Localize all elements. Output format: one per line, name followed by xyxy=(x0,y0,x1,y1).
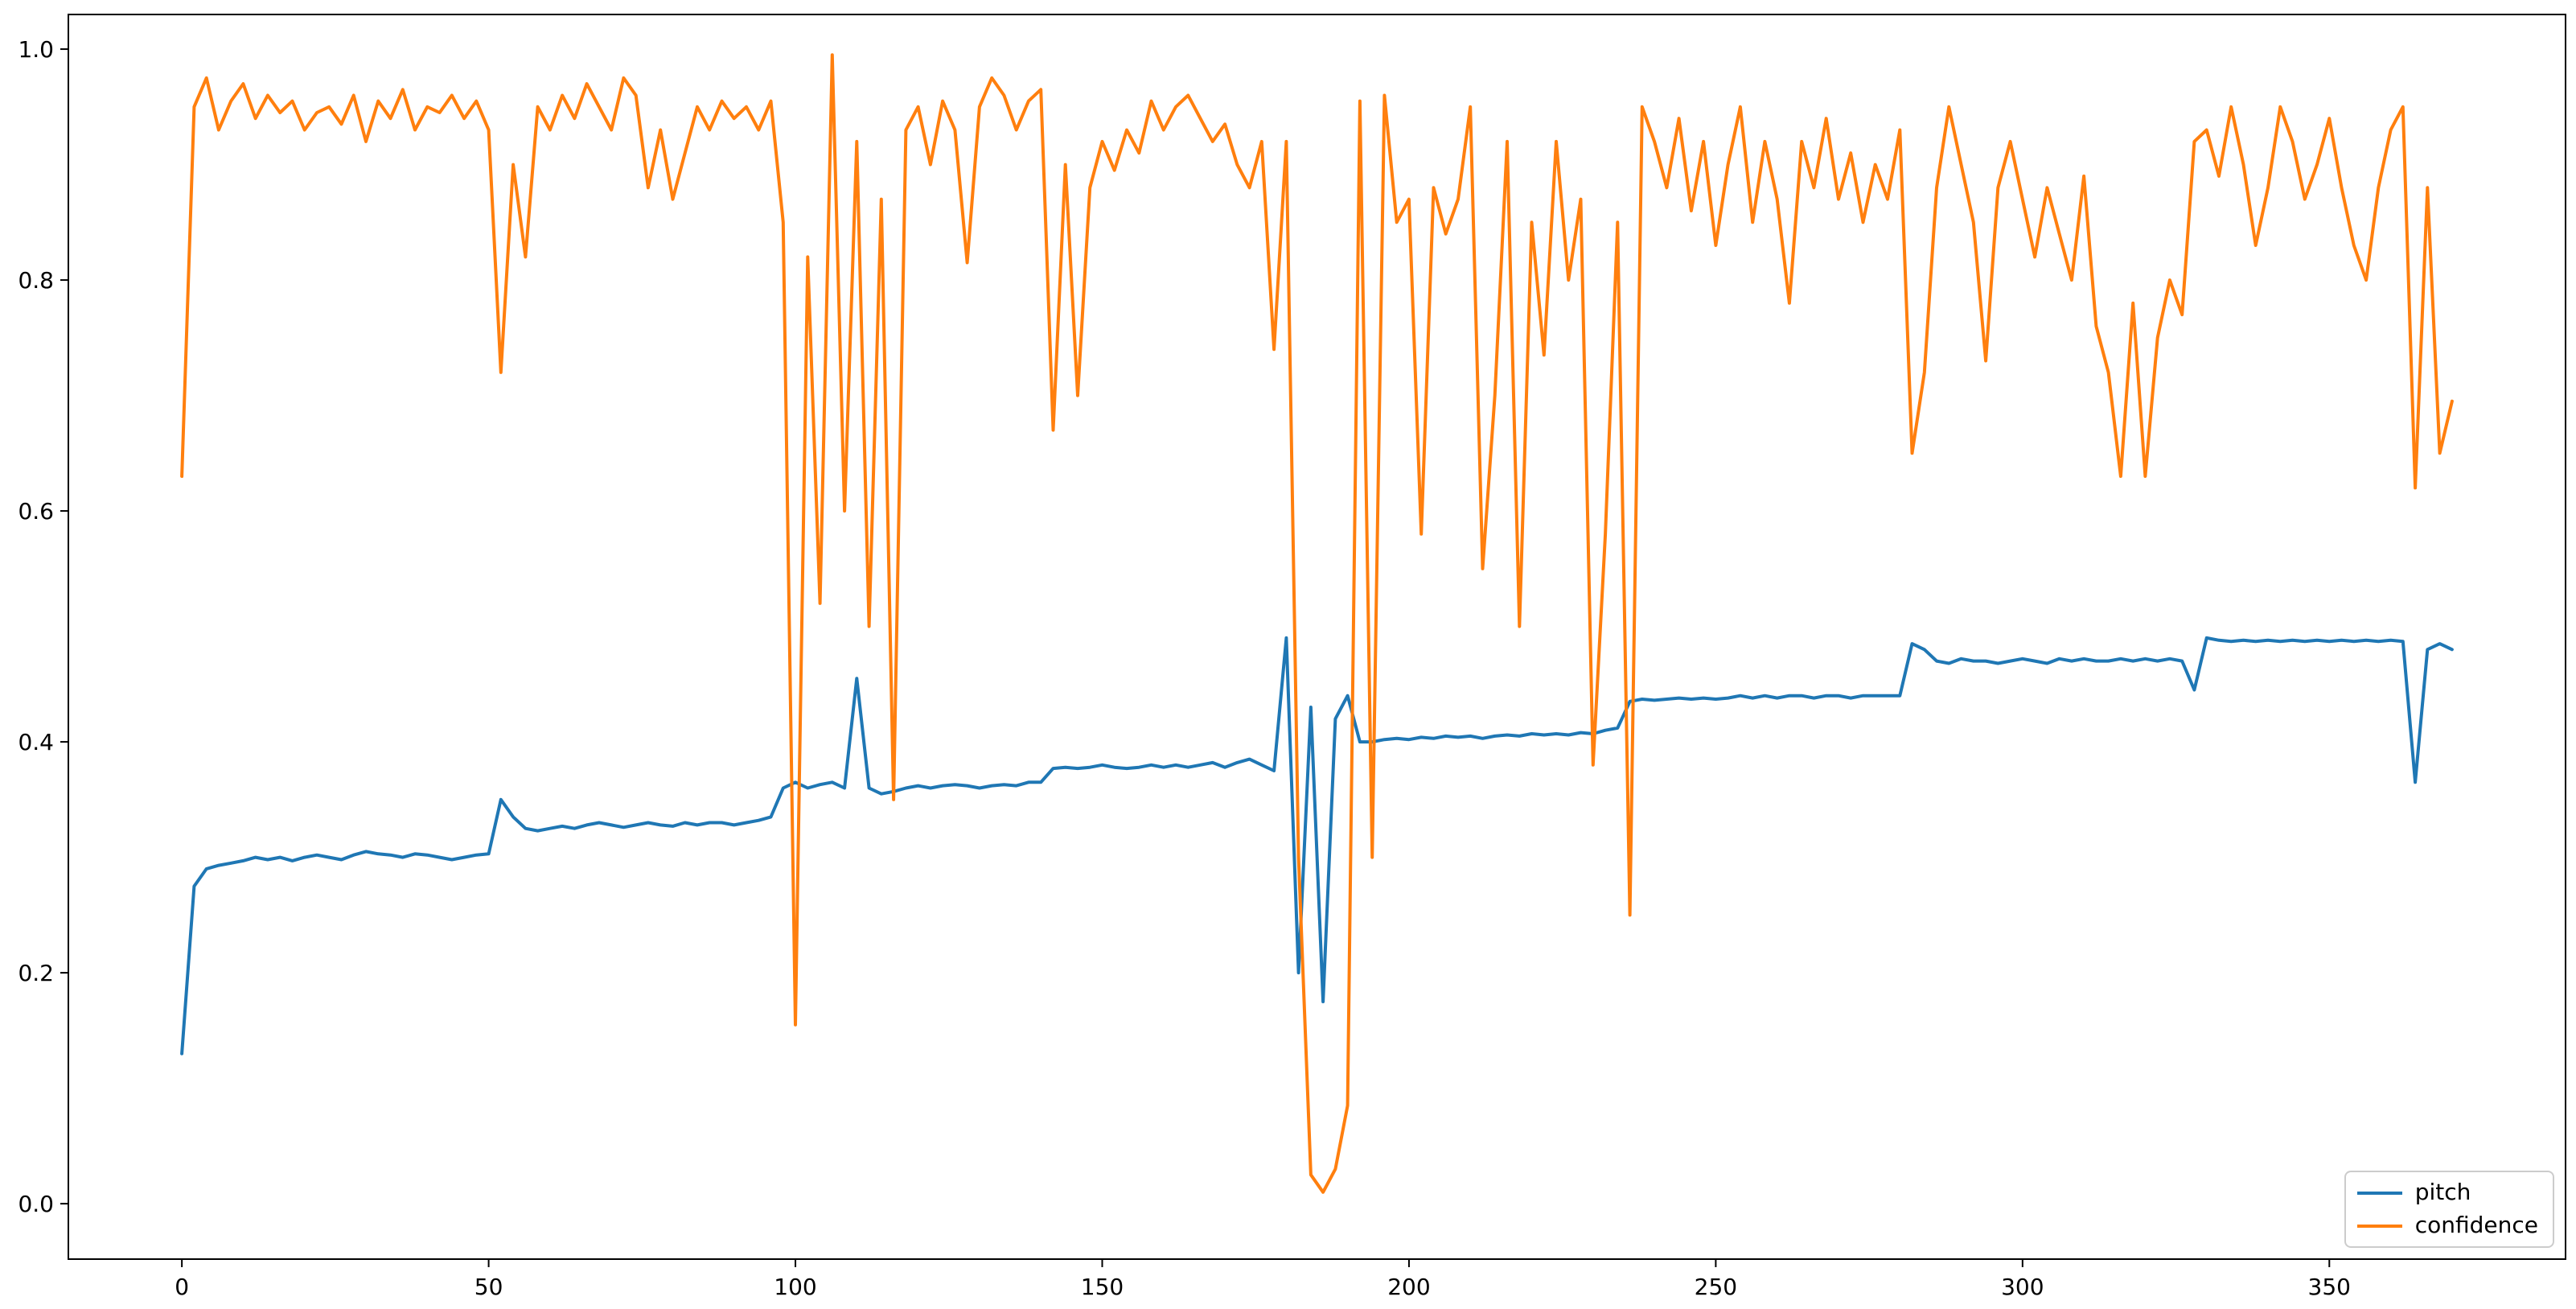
legend-label-pitch: pitch xyxy=(2414,1179,2471,1206)
y-tick-label: 0.4 xyxy=(18,729,54,755)
y-tick-label: 0.6 xyxy=(18,498,54,525)
x-tick-label: 50 xyxy=(475,1274,503,1300)
y-tick-label: 0.0 xyxy=(18,1191,54,1217)
plot-border xyxy=(68,14,2566,1260)
x-tick-label: 250 xyxy=(1695,1274,1737,1300)
y-tick-label: 0.8 xyxy=(18,267,54,294)
x-tick-label: 0 xyxy=(175,1274,189,1300)
x-tick-label: 150 xyxy=(1081,1274,1124,1300)
series-line-confidence xyxy=(180,53,2454,1194)
legend-label-confidence: confidence xyxy=(2414,1212,2538,1239)
series-line-pitch xyxy=(180,636,2454,1056)
legend-item-confidence: confidence xyxy=(2356,1212,2538,1239)
y-tick-label: 1.0 xyxy=(18,36,54,63)
y-tick-label: 0.2 xyxy=(18,960,54,986)
legend: pitch confidence xyxy=(2344,1171,2554,1248)
x-tick-label: 200 xyxy=(1387,1274,1430,1300)
x-tick-label: 350 xyxy=(2308,1274,2351,1300)
x-tick-label: 300 xyxy=(2001,1274,2044,1300)
legend-item-pitch: pitch xyxy=(2356,1179,2538,1206)
legend-line-sample-pitch xyxy=(2356,1191,2402,1195)
x-tick-label: 100 xyxy=(774,1274,816,1300)
legend-line-sample-confidence xyxy=(2356,1224,2402,1228)
